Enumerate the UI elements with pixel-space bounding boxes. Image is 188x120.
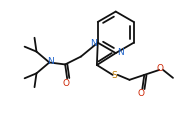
Text: O: O	[63, 79, 70, 88]
Text: S: S	[112, 71, 118, 80]
Text: N: N	[117, 48, 124, 57]
Text: N: N	[47, 57, 54, 66]
Text: O: O	[157, 64, 164, 73]
Text: N: N	[90, 39, 97, 48]
Text: O: O	[138, 89, 145, 98]
